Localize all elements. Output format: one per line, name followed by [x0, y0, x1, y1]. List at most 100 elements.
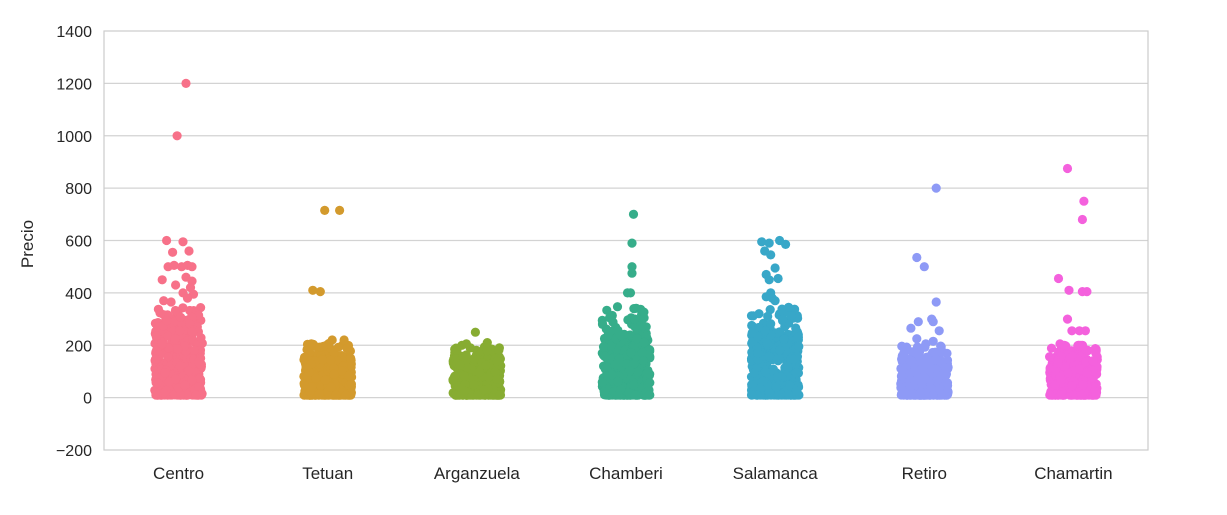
- y-tick-label: 1400: [56, 24, 92, 41]
- point-centro: [175, 361, 185, 371]
- y-tick-label: 800: [65, 181, 92, 198]
- point-retiro: [906, 356, 917, 366]
- point-salamanca: [747, 390, 757, 400]
- point-centro: [178, 237, 188, 247]
- point-centro: [187, 262, 197, 272]
- point-salamanca: [785, 380, 795, 391]
- point-chamberi: [633, 367, 643, 377]
- point-arganzuela: [469, 380, 479, 390]
- point-chamberi: [597, 319, 608, 329]
- point-retiro: [940, 390, 950, 400]
- y-tick-label: 0: [83, 391, 92, 408]
- point-chamartin: [1088, 356, 1098, 366]
- point-retiro: [934, 326, 944, 336]
- point-tetuan: [335, 205, 345, 215]
- point-centro: [171, 374, 181, 384]
- point-arganzuela: [469, 354, 479, 364]
- point-chamberi: [622, 359, 632, 369]
- point-chamartin: [1090, 346, 1101, 356]
- point-chamberi: [628, 209, 639, 219]
- point-chamartin: [1077, 390, 1087, 400]
- point-salamanca: [766, 250, 776, 260]
- x-tick-label-retiro: Retiro: [902, 464, 947, 483]
- point-salamanca: [784, 302, 794, 312]
- point-chamberi: [605, 326, 615, 336]
- point-centro: [191, 390, 201, 400]
- point-chamberi: [627, 262, 637, 272]
- point-centro: [184, 246, 194, 256]
- point-salamanca: [793, 332, 804, 342]
- y-tick-label: 200: [65, 338, 92, 355]
- point-tetuan: [326, 382, 336, 392]
- point-salamanca: [746, 311, 757, 321]
- point-salamanca: [786, 311, 796, 321]
- point-salamanca: [764, 275, 774, 285]
- point-tetuan: [307, 382, 317, 392]
- point-centro: [193, 357, 204, 367]
- plot-frame: [103, 30, 1149, 451]
- point-centro: [157, 275, 167, 285]
- x-tick-label-chamartin: Chamartin: [1034, 464, 1112, 483]
- point-chamberi: [639, 313, 649, 323]
- point-salamanca: [764, 352, 774, 362]
- point-chamartin: [1053, 273, 1064, 284]
- point-salamanca: [774, 390, 784, 400]
- point-chamartin: [1053, 358, 1063, 368]
- point-centro: [168, 247, 178, 257]
- point-retiro: [912, 252, 922, 263]
- point-arganzuela: [452, 345, 462, 355]
- point-tetuan: [327, 335, 337, 345]
- point-tetuan: [346, 379, 356, 389]
- point-chamartin: [1063, 368, 1073, 378]
- point-retiro: [941, 363, 951, 373]
- point-tetuan: [320, 375, 330, 385]
- point-chamartin: [1080, 326, 1090, 336]
- point-arganzuela: [461, 339, 471, 349]
- point-chamberi: [632, 334, 642, 344]
- point-chamberi: [638, 321, 648, 331]
- point-chamartin: [1076, 340, 1086, 350]
- point-salamanca: [788, 354, 799, 364]
- point-retiro: [897, 341, 907, 351]
- y-tick-label: 1000: [56, 129, 92, 146]
- point-salamanca: [773, 372, 783, 382]
- point-centro: [157, 339, 167, 349]
- point-tetuan: [346, 353, 356, 363]
- point-chamartin: [1079, 196, 1089, 206]
- point-salamanca: [791, 386, 802, 396]
- point-centro: [181, 78, 191, 88]
- point-arganzuela: [490, 367, 500, 378]
- point-salamanca: [757, 237, 767, 247]
- point-chamartin: [1082, 287, 1092, 297]
- point-centro: [151, 388, 161, 398]
- x-tick-label-chamberi: Chamberi: [589, 464, 663, 483]
- point-retiro: [931, 364, 941, 374]
- y-axis-ticks: −200 0 200 400 600 800 1000 1200 1400: [56, 24, 92, 460]
- point-centro: [159, 296, 169, 306]
- point-salamanca: [747, 328, 757, 338]
- point-arganzuela: [455, 360, 465, 370]
- point-centro: [152, 378, 163, 388]
- point-salamanca: [760, 367, 770, 377]
- point-arganzuela: [482, 346, 492, 356]
- point-arganzuela: [492, 356, 502, 366]
- point-centro: [194, 382, 204, 392]
- point-retiro: [928, 390, 938, 400]
- point-salamanca: [779, 334, 789, 344]
- x-tick-label-centro: Centro: [153, 464, 204, 483]
- point-salamanca: [791, 368, 801, 378]
- point-arganzuela: [492, 374, 502, 384]
- point-chamberi: [639, 337, 649, 348]
- point-retiro: [906, 323, 916, 333]
- point-chamberi: [613, 325, 623, 335]
- point-salamanca: [783, 362, 793, 372]
- point-chamberi: [626, 348, 636, 358]
- point-retiro: [905, 368, 915, 378]
- point-salamanca: [753, 355, 763, 365]
- point-chamartin: [1078, 380, 1088, 390]
- y-tick-label: 400: [65, 286, 92, 303]
- point-tetuan: [320, 205, 330, 215]
- point-chamberi: [599, 387, 610, 397]
- point-centro: [195, 373, 205, 384]
